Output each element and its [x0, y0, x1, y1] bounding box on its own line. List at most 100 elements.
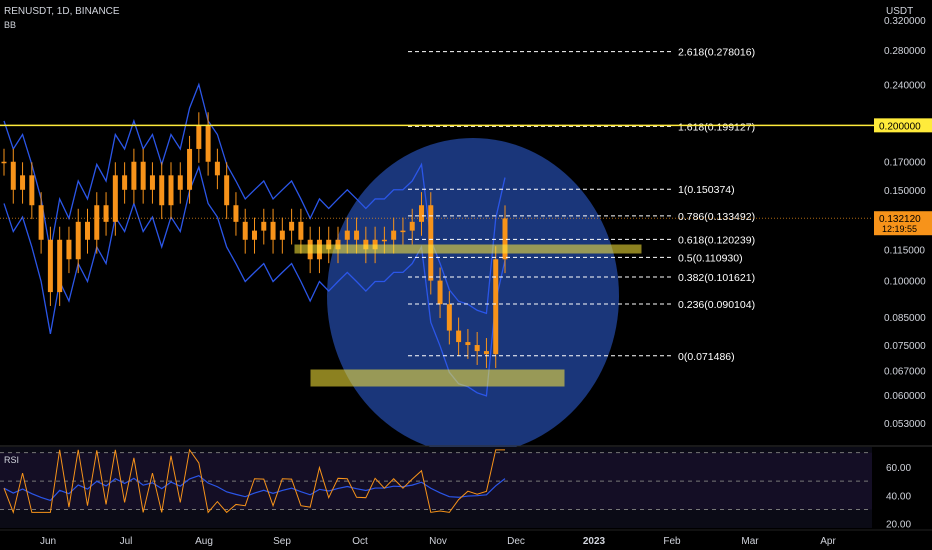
- price-axis[interactable]: 0.320000 0.280000 0.240000 0.200000 0.170000…: [874, 16, 932, 430]
- candle-body: [10, 161, 16, 190]
- bollinger-upper: [3, 82, 506, 315]
- fib-level-label: 0.236(0.090104): [678, 299, 755, 311]
- candle-body: [419, 205, 424, 222]
- candle-body: [47, 239, 53, 293]
- highlight-zones[interactable]: [294, 244, 642, 387]
- candle-body: [242, 221, 248, 240]
- time-tick-label: Apr: [820, 536, 836, 547]
- candle-body: [474, 345, 480, 352]
- candle-body: [168, 175, 174, 206]
- rsi-axis[interactable]: 60.00 40.00 20.00: [886, 463, 911, 531]
- current-price-label: 0.132120: [879, 214, 921, 225]
- time-tick-label: Mar: [741, 536, 759, 547]
- candle-body: [409, 221, 415, 231]
- time-tick-label: Aug: [195, 536, 213, 547]
- time-tick-label: Feb: [663, 536, 681, 547]
- candle-body: [103, 205, 109, 222]
- candle-body: [38, 205, 44, 240]
- candle-body: [446, 304, 452, 331]
- candle-body: [196, 125, 202, 149]
- candle-body: [177, 175, 183, 190]
- level-tag[interactable]: [874, 118, 932, 133]
- time-tick-label: Nov: [429, 536, 447, 547]
- candle-body: [1, 161, 7, 164]
- fib-level-label: 2.618(0.278016): [678, 47, 755, 59]
- candle-body: [493, 259, 499, 355]
- time-axis[interactable]: Jun Jul Aug Sep Oct Nov Dec 2023 Feb Mar Apr: [0, 529, 932, 547]
- currency-unit: USDT: [886, 6, 914, 17]
- price-tick-label: 0.115000: [884, 245, 925, 256]
- countdown-label: 12:19:55: [882, 224, 917, 234]
- candle-body: [224, 175, 230, 206]
- candle-body: [29, 175, 35, 206]
- candle-body: [456, 330, 462, 343]
- candle-body: [354, 230, 360, 240]
- rsi-label[interactable]: RSI: [4, 455, 20, 465]
- candle-body: [381, 239, 387, 242]
- candle-body: [400, 230, 406, 233]
- candle-body: [57, 239, 63, 293]
- fib-level-label: 0.382(0.101621): [678, 272, 755, 284]
- candle-body: [289, 221, 295, 231]
- price-tick-label: 0.320000: [884, 16, 926, 27]
- time-tick-label: Sep: [273, 536, 291, 547]
- candle-body: [66, 239, 72, 260]
- rsi-panel: [0, 445, 932, 528]
- candle-body: [149, 175, 155, 190]
- horizontal-level-line[interactable]: [0, 124, 932, 219]
- candle-body: [187, 148, 193, 190]
- time-tick-label: Jul: [120, 536, 133, 547]
- price-tick-label: 0.060000: [884, 391, 926, 402]
- fib-level-label: 0.618(0.120239): [678, 234, 755, 246]
- candle-body: [94, 205, 100, 240]
- current-price-tag[interactable]: [874, 211, 932, 236]
- rsi-moving-average: [3, 475, 506, 502]
- candle-body: [112, 175, 118, 222]
- candle-body: [131, 161, 137, 190]
- candle-body: [140, 161, 146, 190]
- support-zone[interactable]: [310, 369, 565, 387]
- candle-body: [502, 218, 508, 260]
- candle-body: [270, 221, 276, 240]
- candle-body: [20, 175, 26, 190]
- candle-body: [122, 175, 128, 190]
- candle-body: [437, 280, 443, 305]
- price-tick-label: 0.100000: [884, 277, 926, 288]
- candle-body: [261, 221, 267, 231]
- rsi-tick-label: 60.00: [886, 463, 911, 474]
- fib-level-label: 1(0.150374): [678, 184, 735, 196]
- price-tick-label: 0.170000: [884, 158, 926, 169]
- candle-body: [233, 205, 239, 222]
- time-tick-label: Dec: [507, 536, 525, 547]
- candle-body: [391, 230, 397, 240]
- symbol-title[interactable]: RENUSDT, 1D, BINANCE: [4, 6, 120, 17]
- fib-level-label: 1.618(0.199127): [678, 121, 755, 133]
- rsi-line: [3, 448, 505, 515]
- bollinger-label[interactable]: BB: [4, 20, 17, 30]
- rsi-tick-label: 40.00: [886, 491, 911, 502]
- fibonacci-retracement[interactable]: 2.618(0.278016) 1.618(0.199127) 1(0.150374…: [408, 47, 755, 363]
- candle-body: [428, 205, 434, 281]
- candle-body: [214, 161, 220, 176]
- highlight-circle: [327, 138, 619, 454]
- candle-body: [279, 230, 285, 240]
- fib-level-label: 0.5(0.110930): [678, 252, 743, 264]
- candle-body: [252, 230, 257, 240]
- rsi-tick-label: 20.00: [886, 520, 911, 531]
- rsi-lines: [3, 448, 506, 515]
- price-tick-label: 0.240000: [884, 81, 926, 92]
- time-tick-label: 2023: [583, 536, 606, 547]
- candle-body: [159, 175, 165, 206]
- time-tick-label: Jun: [40, 536, 56, 547]
- candles: [1, 112, 508, 369]
- fib-level-label: 0.786(0.133492): [678, 211, 755, 223]
- price-tick-label: 0.075000: [884, 341, 926, 352]
- price-tick-label: 0.067000: [884, 366, 926, 377]
- price-tick-label: 0.085000: [884, 313, 926, 324]
- level-tag-label: 0.200000: [879, 121, 921, 132]
- candle-body: [483, 351, 489, 355]
- highlight-ellipse: [327, 138, 619, 454]
- price-tick-label: 0.053000: [884, 419, 926, 430]
- resistance-zone[interactable]: [294, 244, 642, 254]
